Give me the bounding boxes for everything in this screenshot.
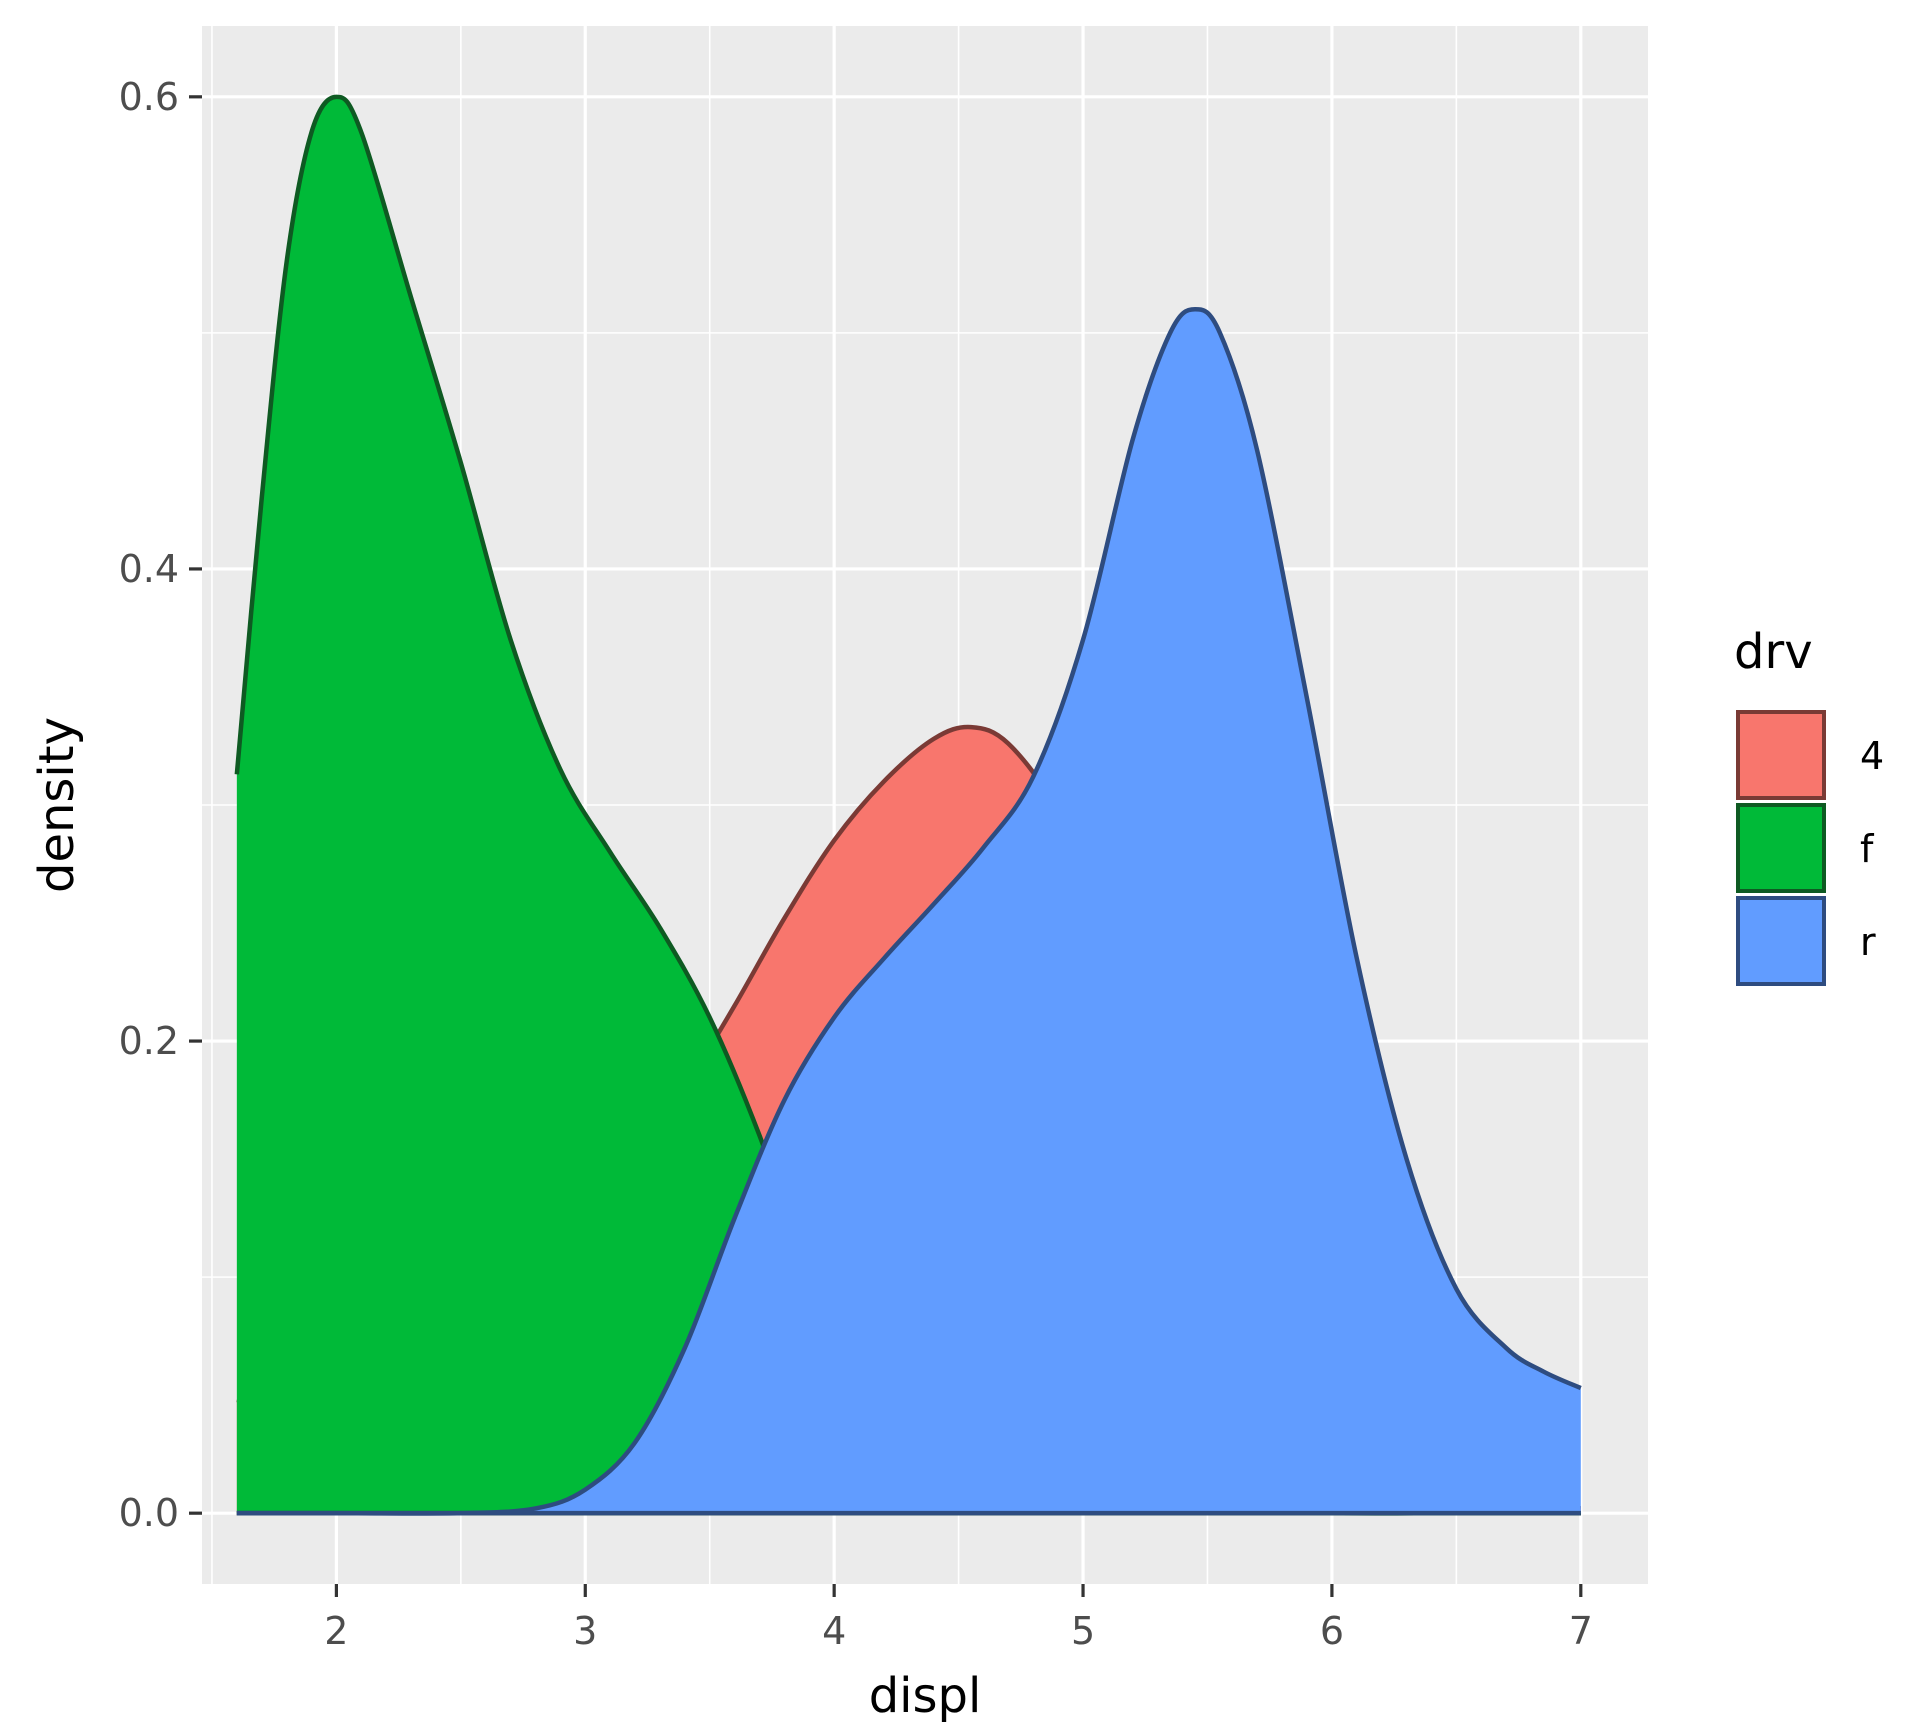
x-tick-label: 2	[324, 1609, 348, 1653]
x-tick-label: 3	[573, 1609, 597, 1653]
y-axis-title: density	[29, 717, 85, 893]
density-area-r	[236, 309, 1581, 1514]
legend-key-f	[1736, 803, 1826, 893]
y-tick-label: 0.4	[119, 547, 179, 591]
legend-title: drv	[1734, 624, 1813, 680]
x-tick-label: 4	[822, 1609, 846, 1653]
legend-key-4	[1736, 710, 1826, 800]
legend-label-f: f	[1860, 827, 1875, 871]
legend: drv 4 f r	[1734, 624, 1884, 986]
legend-label-4: 4	[1860, 734, 1884, 778]
density-areas	[234, 94, 1582, 1516]
legend-label-r: r	[1860, 920, 1876, 964]
x-tick-label: 6	[1320, 1609, 1344, 1653]
legend-key-r	[1736, 896, 1826, 986]
y-tick-label: 0.2	[119, 1019, 179, 1063]
x-axis-title: displ	[869, 1668, 982, 1724]
x-tick-label: 7	[1569, 1609, 1593, 1653]
y-tick-label: 0.6	[119, 75, 179, 119]
density-area-f	[236, 96, 1581, 1514]
y-tick-label: 0.0	[119, 1491, 179, 1535]
axes: 2 3 4 5 6 7 0.0 0.2 0.4 0.6	[119, 75, 1593, 1653]
x-tick-label: 5	[1071, 1609, 1095, 1653]
density-line-r	[236, 307, 1582, 1516]
